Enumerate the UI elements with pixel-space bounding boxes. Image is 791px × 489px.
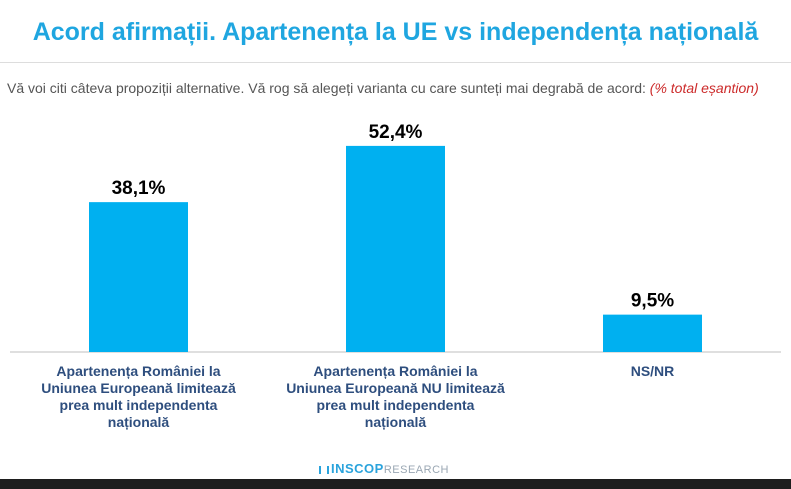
sample-note: (% total eșantion) bbox=[649, 80, 759, 96]
bar-2 bbox=[346, 145, 445, 352]
category-label-3: NS/NR bbox=[631, 363, 675, 379]
data-label-1: 38,1% bbox=[112, 178, 166, 199]
category-label-line: NS/NR bbox=[631, 363, 675, 379]
logo-mark-icon bbox=[319, 466, 329, 474]
logo-suffix: RESEARCH bbox=[383, 464, 449, 476]
data-label-3: 9,5% bbox=[631, 291, 674, 312]
data-label-2: 52,4% bbox=[369, 122, 423, 143]
question-text: Vă voi citi câteva propoziții alternativ… bbox=[7, 78, 791, 98]
category-label-line: Apartenența României la bbox=[56, 363, 220, 379]
category-label-2: Apartenența României la Uniunea Europeană… bbox=[286, 363, 505, 430]
question-body: Vă voi citi câteva propoziții alternativ… bbox=[7, 80, 650, 96]
inscop-logo: INSCOPRESEARCH bbox=[319, 461, 449, 476]
category-label-1: Apartenența României la Uniunea Europeană… bbox=[41, 363, 236, 430]
bar-3 bbox=[603, 314, 702, 352]
chart-title: Acord afirmații. Apartenența la UE vs in… bbox=[32, 18, 759, 46]
category-label-line: Apartenența României la bbox=[313, 363, 477, 379]
category-label-line: prea mult independenta bbox=[60, 397, 218, 413]
category-label-line: națională bbox=[365, 414, 427, 430]
category-label-line: prea mult independenta bbox=[317, 397, 475, 413]
logo-brand: INSCOP bbox=[331, 461, 384, 476]
bar-1 bbox=[89, 202, 188, 352]
category-label-line: Uniunea Europeană NU limitează bbox=[286, 380, 505, 396]
title-divider bbox=[0, 62, 791, 63]
category-label-line: națională bbox=[108, 414, 170, 430]
category-label-line: Uniunea Europeană limitează bbox=[41, 380, 236, 396]
bottom-strip bbox=[0, 479, 791, 489]
